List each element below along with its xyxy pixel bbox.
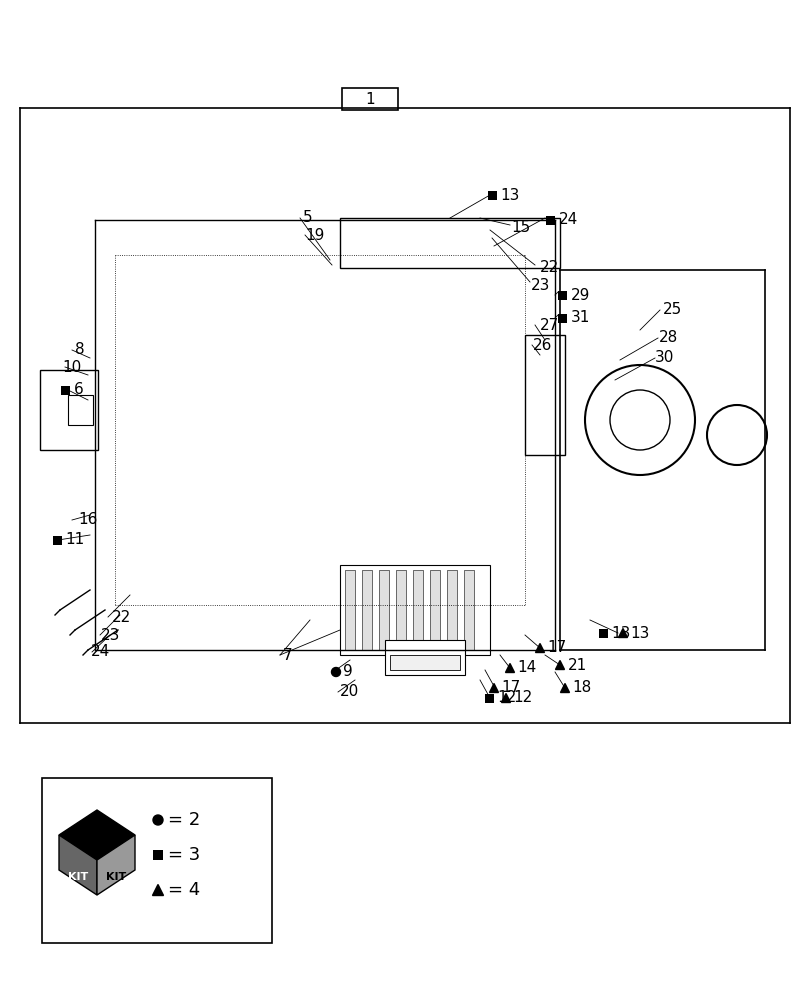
Text: 15: 15 [510, 221, 530, 235]
Polygon shape [555, 660, 564, 670]
Polygon shape [560, 684, 569, 692]
Text: 12: 12 [513, 690, 532, 706]
Text: 22: 22 [112, 609, 131, 624]
Text: 26: 26 [532, 338, 551, 353]
Text: 5: 5 [303, 211, 312, 226]
Text: 13: 13 [611, 626, 630, 641]
Text: 22: 22 [539, 260, 559, 275]
Text: = 2: = 2 [168, 811, 200, 829]
Text: 29: 29 [570, 288, 589, 302]
Text: 20: 20 [340, 684, 358, 700]
Text: 21: 21 [567, 658, 586, 672]
Bar [485, 694, 494, 702]
Text: 18: 18 [572, 680, 591, 696]
Text: KIT: KIT [105, 872, 126, 882]
Bar [546, 216, 555, 225]
Circle shape [152, 815, 163, 825]
Text: 28: 28 [659, 330, 677, 346]
Text: 23: 23 [530, 277, 550, 292]
Bar [396, 570, 406, 650]
Text: 12: 12 [497, 690, 516, 706]
Text: 19: 19 [305, 228, 324, 242]
Polygon shape [152, 884, 163, 895]
Polygon shape [534, 644, 544, 652]
Bar [599, 629, 607, 638]
Text: 24: 24 [558, 213, 577, 228]
Text: 7: 7 [283, 648, 292, 662]
Bar [413, 570, 423, 650]
Polygon shape [489, 684, 498, 692]
Text: 30: 30 [654, 351, 674, 365]
Bar [525, 335, 564, 455]
Text: 23: 23 [101, 628, 120, 643]
Polygon shape [505, 664, 514, 672]
Bar [340, 218, 560, 268]
Bar [341, 88, 397, 110]
Text: = 3: = 3 [168, 846, 200, 864]
Bar [558, 290, 567, 300]
Text: 25: 25 [663, 302, 681, 318]
Bar [40, 370, 98, 450]
Text: 10: 10 [62, 360, 81, 374]
Text: 31: 31 [570, 310, 589, 326]
Polygon shape [618, 629, 627, 638]
Bar [54, 536, 62, 544]
Text: 17: 17 [501, 680, 520, 696]
Text: 6: 6 [74, 382, 84, 397]
Text: 16: 16 [78, 512, 97, 528]
Polygon shape [97, 835, 135, 895]
Bar [345, 570, 354, 650]
Text: 13: 13 [500, 188, 519, 202]
Text: 9: 9 [343, 664, 353, 680]
Polygon shape [59, 810, 135, 860]
Text: 8: 8 [75, 342, 84, 358]
Bar [68, 395, 93, 425]
Bar [389, 655, 460, 670]
Bar [42, 778, 272, 943]
Bar [62, 385, 71, 394]
Bar [152, 850, 163, 860]
Text: = 4: = 4 [168, 881, 200, 899]
Text: KIT: KIT [68, 872, 88, 882]
Polygon shape [59, 835, 97, 895]
Bar [446, 570, 457, 650]
Polygon shape [501, 694, 510, 702]
Text: 14: 14 [517, 660, 536, 676]
Text: 1: 1 [365, 92, 375, 107]
Text: 27: 27 [539, 318, 559, 332]
Text: 24: 24 [91, 645, 110, 660]
Bar [340, 565, 489, 655]
Text: 17: 17 [547, 641, 566, 656]
Bar [384, 640, 465, 675]
Text: 13: 13 [629, 626, 649, 641]
Bar [463, 570, 474, 650]
Circle shape [331, 668, 340, 676]
Text: 11: 11 [66, 532, 84, 548]
Bar [430, 570, 440, 650]
Bar [558, 314, 567, 322]
Bar [362, 570, 371, 650]
Bar [488, 191, 497, 200]
Bar [379, 570, 388, 650]
